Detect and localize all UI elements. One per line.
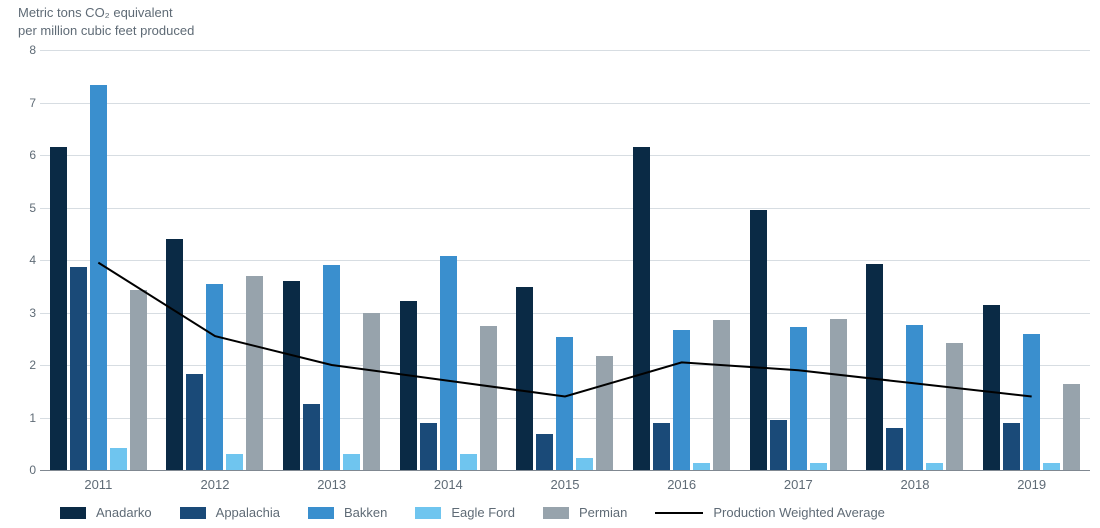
emissions-chart: Metric tons CO₂ equivalentper million cu… — [0, 0, 1100, 528]
legend-item: Anadarko — [60, 505, 152, 520]
line-layer — [40, 50, 1090, 470]
x-tick-label: 2013 — [273, 477, 390, 492]
legend-label: Bakken — [344, 505, 387, 520]
y-tick-label: 5 — [18, 201, 36, 215]
y-tick-label: 1 — [18, 411, 36, 425]
y-tick-label: 6 — [18, 148, 36, 162]
y-tick-label: 3 — [18, 306, 36, 320]
legend-swatch — [543, 507, 569, 519]
trend-line — [98, 263, 1031, 397]
legend-item: Appalachia — [180, 505, 280, 520]
legend-item: Eagle Ford — [415, 505, 515, 520]
x-tick-label: 2016 — [623, 477, 740, 492]
x-tick-label: 2015 — [507, 477, 624, 492]
x-tick-label: 2019 — [973, 477, 1090, 492]
x-tick-label: 2018 — [857, 477, 974, 492]
legend-label: Production Weighted Average — [713, 505, 885, 520]
y-tick-label: 2 — [18, 358, 36, 372]
legend-swatch — [415, 507, 441, 519]
legend: Anadarko Appalachia Bakken Eagle Ford Permia… — [60, 505, 885, 520]
y-tick-label: 4 — [18, 253, 36, 267]
x-tick-label: 2011 — [40, 477, 157, 492]
y-tick-label: 0 — [18, 463, 36, 477]
legend-label: Appalachia — [216, 505, 280, 520]
y-tick-label: 7 — [18, 96, 36, 110]
legend-swatch — [60, 507, 86, 519]
legend-line-swatch — [655, 512, 703, 514]
legend-swatch — [180, 507, 206, 519]
x-tick-label: 2017 — [740, 477, 857, 492]
legend-label: Permian — [579, 505, 627, 520]
plot-area: 0123456782011201220132014201520162017201… — [40, 50, 1090, 471]
legend-label: Anadarko — [96, 505, 152, 520]
x-tick-label: 2014 — [390, 477, 507, 492]
legend-label: Eagle Ford — [451, 505, 515, 520]
y-tick-label: 8 — [18, 43, 36, 57]
legend-item: Bakken — [308, 505, 387, 520]
legend-item: Production Weighted Average — [655, 505, 885, 520]
y-axis-title: Metric tons CO₂ equivalentper million cu… — [18, 4, 194, 39]
x-tick-label: 2012 — [157, 477, 274, 492]
legend-swatch — [308, 507, 334, 519]
legend-item: Permian — [543, 505, 627, 520]
